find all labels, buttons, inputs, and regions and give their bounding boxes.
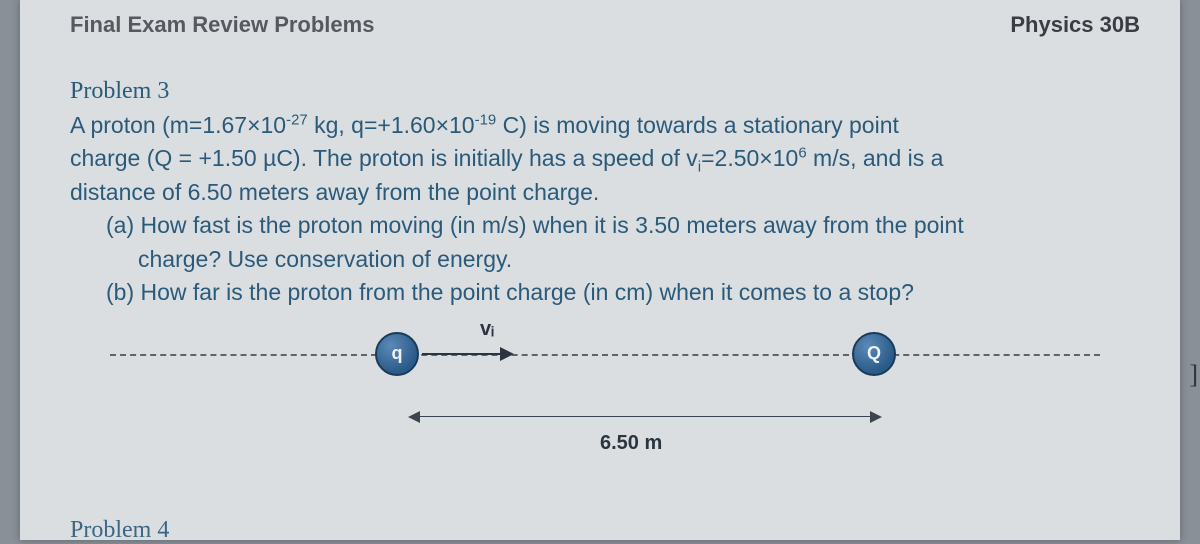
text: m/s, and is a — [807, 145, 944, 171]
text: C) is moving towards a stationary point — [496, 112, 899, 138]
problem-part-b: (b) How far is the proton from the point… — [70, 278, 1140, 307]
dimension-line-icon — [410, 416, 880, 418]
text: =2.50×10 — [701, 145, 798, 171]
text: kg, q=+1.60×10 — [308, 112, 475, 138]
page-edge-glyph: ] — [1189, 360, 1198, 390]
exponent: 6 — [798, 145, 806, 162]
problem-part-a-line2: charge? Use conservation of energy. — [70, 245, 1140, 274]
proton-circle: q — [375, 332, 419, 376]
velocity-label: vᵢ — [480, 318, 494, 341]
header-left-title: Final Exam Review Problems — [70, 12, 374, 38]
velocity-arrow-icon — [422, 353, 512, 355]
motion-axis-line — [110, 354, 1100, 356]
problem-line-2: charge (Q = +1.50 µC). The proton is ini… — [70, 144, 1140, 173]
dimension-label: 6.50 m — [600, 432, 662, 455]
document-page: Final Exam Review Problems Physics 30B P… — [20, 0, 1180, 540]
exponent: -19 — [475, 111, 497, 128]
point-charge-label: Q — [867, 343, 881, 364]
proton-label: q — [392, 343, 403, 364]
header-right-course: Physics 30B — [1010, 12, 1140, 38]
point-charge-circle: Q — [852, 332, 896, 376]
diagram: vᵢ q Q 6.50 m — [70, 314, 1140, 464]
problem-part-a-line1: (a) How fast is the proton moving (in m/… — [70, 211, 1140, 240]
text: charge (Q = +1.50 µC). The proton is ini… — [70, 145, 698, 171]
text: A proton (m=1.67×10 — [70, 112, 286, 138]
problem-line-3: distance of 6.50 meters away from the po… — [70, 178, 1140, 207]
problem-line-1: A proton (m=1.67×10-27 kg, q=+1.60×10-19… — [70, 111, 1140, 140]
problem-title: Problem 3 — [70, 78, 1140, 105]
exponent: -27 — [286, 111, 308, 128]
header-row: Final Exam Review Problems Physics 30B — [70, 12, 1140, 38]
